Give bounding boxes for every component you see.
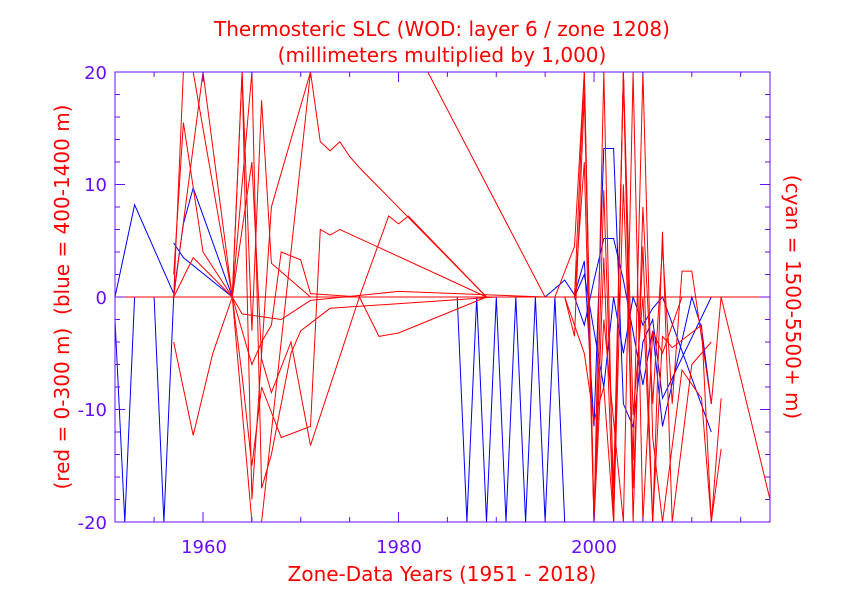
y-tick-label: -20 [78, 513, 107, 534]
y-axis-label-right: (cyan = 1500-5500+ m) [781, 175, 805, 419]
red-series-line [574, 72, 702, 522]
red-series-line [173, 72, 487, 500]
chart-title: Thermosteric SLC (WOD: layer 6 / zone 12… [213, 17, 670, 41]
red-series-line [231, 72, 497, 489]
x-axis-label: Zone-Data Years (1951 - 2018) [288, 562, 597, 586]
y-axis-label-red: (red = 0-300 m) [50, 328, 74, 490]
y-tick-label: 20 [84, 63, 107, 84]
red-series-line [173, 228, 487, 466]
blue-series-line [574, 272, 712, 433]
red-series-line [173, 256, 546, 321]
red-series-line [173, 72, 546, 522]
x-tick-label: 2000 [571, 537, 617, 558]
series-layer [115, 72, 770, 522]
blue-series-line [115, 148, 712, 429]
red-series-line [564, 72, 722, 522]
red-series-line [574, 72, 712, 522]
tick-layer [115, 72, 770, 522]
red-series-line [231, 215, 487, 366]
x-tick-label: 1980 [376, 537, 422, 558]
blue-series-line [115, 296, 233, 522]
y-tick-label: 0 [96, 288, 107, 309]
y-axis-label-blue: (blue = 400-1400 m) [50, 105, 74, 315]
y-axis-label-left: (red = 0-300 m) (blue = 400-1400 m) [50, 105, 74, 490]
x-tick-label: 1960 [181, 537, 227, 558]
y-tick-label: -10 [78, 400, 107, 421]
blue-series-line [456, 296, 566, 522]
chart-subtitle: (millimeters multiplied by 1,000) [278, 43, 607, 67]
y-tick-label: 10 [84, 175, 107, 196]
red-series-line [231, 161, 487, 446]
y-axis-label-gap [50, 315, 74, 328]
